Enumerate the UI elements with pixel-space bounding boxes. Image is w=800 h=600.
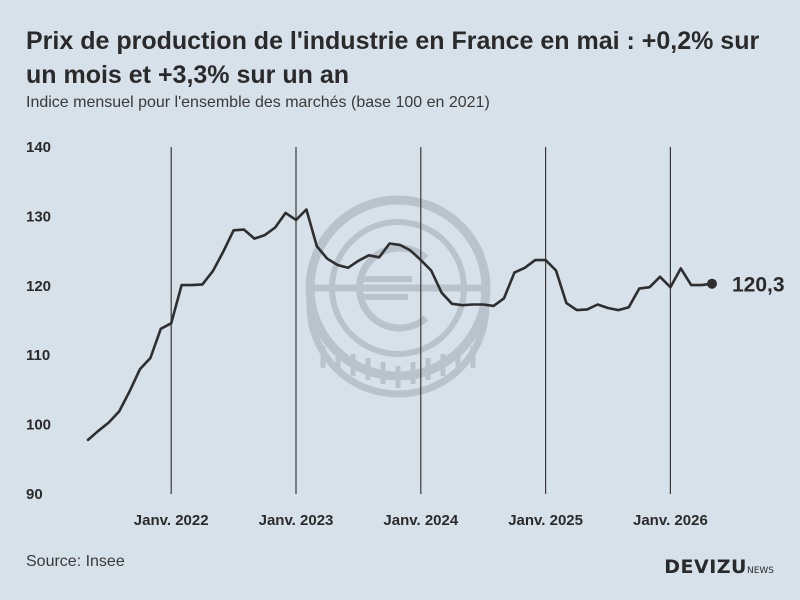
y-tick-label: 100 <box>26 417 51 434</box>
y-tick-label: 140 <box>26 139 51 156</box>
series-layer: 120,3 <box>86 208 785 442</box>
x-tick-label: Janv. 2022 <box>134 512 209 529</box>
brand-suffix: NEWS <box>746 566 774 576</box>
coin-outer-ring <box>305 195 491 381</box>
x-tick-label: Janv. 2023 <box>259 512 334 529</box>
x-tick-label: Janv. 2025 <box>508 512 583 529</box>
series-line <box>86 208 714 442</box>
y-tick-label: 120 <box>26 278 51 295</box>
series-end-point <box>707 278 717 289</box>
euro-coin-icon <box>305 195 491 398</box>
x-axis: Janv. 2022 Janv. 2023 Janv. 2024 Janv. 2025… <box>134 512 708 529</box>
gridlines <box>170 147 672 494</box>
euro-arc <box>356 244 429 332</box>
coin-inner-ring <box>329 219 467 357</box>
chart-title: Prix de production de l'industrie en Fra… <box>26 27 760 89</box>
coin-edge <box>306 284 490 398</box>
end-value-label: 120,3 <box>732 274 785 297</box>
chart-subtitle: Indice mensuel pour l'ensemble des march… <box>26 94 490 111</box>
y-axis: 90 100 110 120 130 140 <box>26 139 51 503</box>
y-tick-label: 110 <box>26 347 50 364</box>
source-note: Source: Insee <box>26 553 125 570</box>
brand-logo: DEVIZUNEWS <box>664 556 774 578</box>
x-tick-label: Janv. 2024 <box>383 512 458 529</box>
y-tick-label: 90 <box>26 486 43 503</box>
y-tick-label: 130 <box>26 208 51 225</box>
x-tick-label: Janv. 2026 <box>633 512 708 529</box>
brand-name: DEVIZU <box>664 556 747 578</box>
